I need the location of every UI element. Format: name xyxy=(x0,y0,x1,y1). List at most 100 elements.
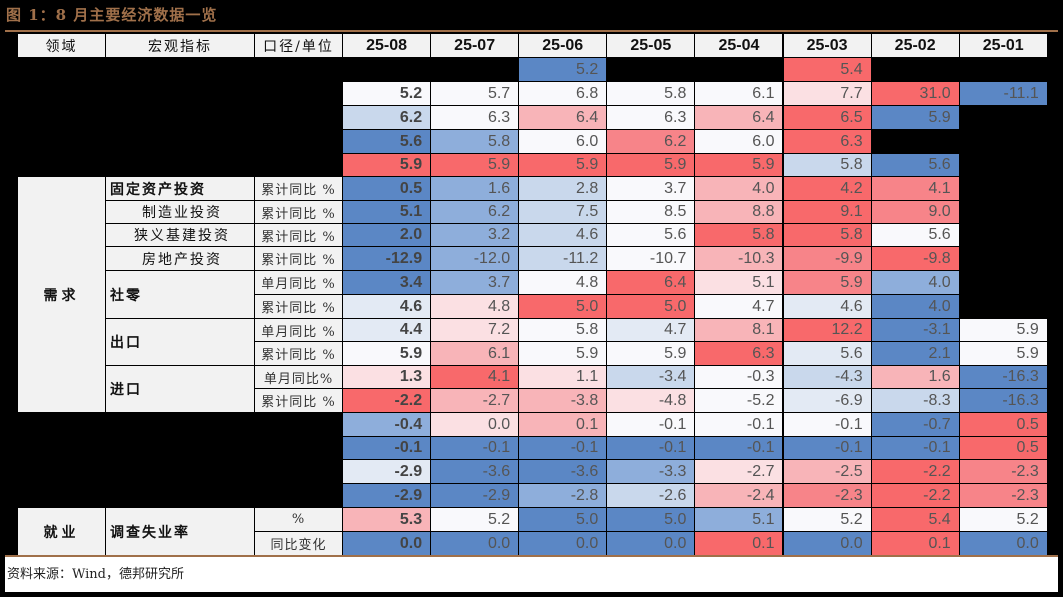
header-month-25-04: 25-04 xyxy=(694,33,784,58)
data-cell: 5.1 xyxy=(342,200,432,224)
data-cell: 0.0 xyxy=(430,412,520,437)
data-cell: 4.0 xyxy=(694,176,784,201)
data-cell: -3.6 xyxy=(430,459,520,484)
data-cell: 5.9 xyxy=(958,341,1048,366)
data-cell: 4.6 xyxy=(342,294,432,319)
data-cell: -0.7 xyxy=(870,412,960,437)
data-cell: 0.5 xyxy=(958,412,1048,437)
data-cell: 6.8 xyxy=(518,81,608,106)
data-cell: 5.2 xyxy=(430,507,520,532)
data-cell: 5.8 xyxy=(430,129,520,154)
unit-label: 累计同比 % xyxy=(254,200,343,224)
unit-label: 累计同比 % xyxy=(254,223,343,247)
header-indicator: 宏观指标 xyxy=(105,33,255,58)
data-cell: -2.3 xyxy=(782,483,872,508)
data-cell: 5.9 xyxy=(958,318,1048,342)
indicator-label: 固定资产投资 xyxy=(105,176,255,201)
data-cell: 5.0 xyxy=(606,507,696,532)
bottom-rule xyxy=(5,555,1058,557)
data-cell: 5.6 xyxy=(606,223,696,247)
data-cell: 5.3 xyxy=(342,507,432,532)
indicator-label: 进口 xyxy=(105,365,255,413)
header-month-25-01: 25-01 xyxy=(958,33,1048,58)
data-cell: 4.7 xyxy=(606,318,696,342)
data-cell: -0.1 xyxy=(782,436,872,460)
data-cell: 3.4 xyxy=(342,270,432,295)
data-cell: 4.6 xyxy=(518,223,608,247)
data-cell: -0.1 xyxy=(694,436,784,460)
unit-label: % xyxy=(254,507,343,532)
data-cell: 6.3 xyxy=(430,105,520,130)
header-month-25-08: 25-08 xyxy=(342,33,432,58)
data-cell: 5.1 xyxy=(694,507,784,532)
data-cell: 0.1 xyxy=(518,412,608,437)
indicator-label: 调查失业率 xyxy=(105,507,255,556)
data-cell: 6.4 xyxy=(606,270,696,295)
data-cell: -6.9 xyxy=(782,388,872,413)
data-cell: 4.0 xyxy=(870,270,960,295)
indicator-label: 社零 xyxy=(105,270,255,319)
data-cell: 4.8 xyxy=(430,294,520,319)
data-cell: 6.3 xyxy=(606,105,696,130)
data-cell: 4.0 xyxy=(870,294,960,319)
data-cell: -3.6 xyxy=(518,459,608,484)
data-cell: -3.4 xyxy=(606,365,696,389)
data-cell: 0.0 xyxy=(518,531,608,556)
data-cell: 0.0 xyxy=(958,531,1048,556)
unit-label: 单月同比% xyxy=(254,365,343,389)
data-cell: 5.4 xyxy=(782,57,872,82)
data-cell: 5.6 xyxy=(870,223,960,247)
header-month-25-07: 25-07 xyxy=(430,33,520,58)
data-cell: 5.6 xyxy=(342,129,432,154)
data-cell: 5.4 xyxy=(870,507,960,532)
data-cell: -2.4 xyxy=(694,483,784,508)
data-cell: 4.8 xyxy=(518,270,608,295)
data-cell: 5.2 xyxy=(782,507,872,532)
data-cell: 4.1 xyxy=(870,176,960,201)
data-cell: 4.6 xyxy=(782,294,872,319)
data-cell: -2.9 xyxy=(342,483,432,508)
data-cell: 6.2 xyxy=(430,200,520,224)
data-cell: -2.9 xyxy=(342,459,432,484)
unit-label: 单月同比 % xyxy=(254,270,343,295)
data-cell: 2.1 xyxy=(870,341,960,366)
data-cell: 0.0 xyxy=(782,531,872,556)
data-cell: 5.6 xyxy=(870,153,960,177)
data-cell: 4.1 xyxy=(430,365,520,389)
domain-label: 就业 xyxy=(17,507,106,556)
data-cell: 5.9 xyxy=(782,270,872,295)
data-cell: 6.3 xyxy=(782,129,872,154)
data-cell: 1.3 xyxy=(342,365,432,389)
data-cell: 5.8 xyxy=(518,318,608,342)
data-cell: 1.1 xyxy=(518,365,608,389)
data-cell: -3.3 xyxy=(606,459,696,484)
data-cell: 0.5 xyxy=(342,176,432,201)
data-cell: -0.1 xyxy=(606,436,696,460)
data-cell: -9.8 xyxy=(870,246,960,271)
data-cell: 5.9 xyxy=(342,341,432,366)
data-cell: 0.5 xyxy=(958,436,1048,460)
data-cell: 7.5 xyxy=(518,200,608,224)
unit-label: 累计同比 % xyxy=(254,246,343,271)
data-cell: 5.8 xyxy=(782,223,872,247)
header-domain: 领域 xyxy=(17,33,106,58)
header-month-25-03: 25-03 xyxy=(782,33,872,58)
data-cell: 0.1 xyxy=(694,531,784,556)
data-cell: -0.1 xyxy=(430,436,520,460)
unit-label: 累计同比 % xyxy=(254,341,343,366)
data-cell: 3.2 xyxy=(430,223,520,247)
data-cell: 5.8 xyxy=(606,81,696,106)
data-cell: -2.3 xyxy=(958,459,1048,484)
data-cell: -0.1 xyxy=(782,412,872,437)
data-cell: 5.9 xyxy=(606,341,696,366)
unit-label: 累计同比 % xyxy=(254,176,343,201)
data-cell: 6.2 xyxy=(606,129,696,154)
data-cell: 5.9 xyxy=(694,153,784,177)
data-cell: -0.1 xyxy=(606,412,696,437)
data-cell: -5.2 xyxy=(694,388,784,413)
data-cell: -9.9 xyxy=(782,246,872,271)
domain-label: 需求 xyxy=(17,176,106,413)
header-month-25-06: 25-06 xyxy=(518,33,608,58)
data-cell: 6.4 xyxy=(694,105,784,130)
data-cell: 3.7 xyxy=(430,270,520,295)
